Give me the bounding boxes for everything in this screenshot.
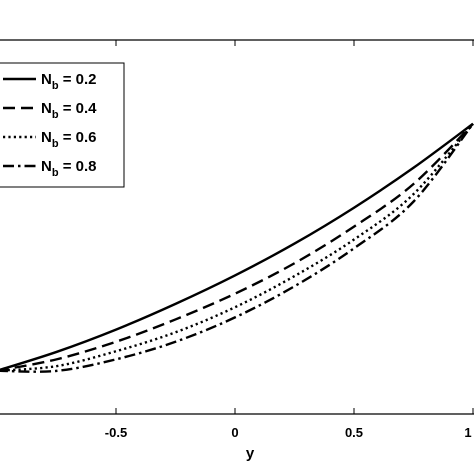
- series-line-2: [0, 122, 474, 372]
- series-line-3: [0, 122, 474, 372]
- legend-label-1: Nb = 0.2: [41, 71, 97, 92]
- x-tick-label: -0.5: [105, 425, 127, 440]
- x-tick-label: 1: [464, 425, 471, 440]
- legend-label-4: Nb = 0.8: [41, 158, 97, 179]
- legend-box: [0, 62, 125, 188]
- legend: Nb = 0.2 Nb = 0.4 Nb = 0.6 Nb = 0.8: [0, 62, 125, 188]
- x-tick-label: 0: [231, 425, 238, 440]
- tick-marks: [115, 40, 474, 414]
- legend-label-2: Nb = 0.4: [41, 100, 97, 121]
- x-axis-title: y: [246, 445, 255, 462]
- series-line-4: [0, 123, 474, 373]
- axes: [0, 39, 474, 415]
- series-lines: [0, 122, 474, 373]
- series-line-1: [0, 122, 474, 372]
- x-tick-label: 0.5: [345, 425, 363, 440]
- x-tick-labels: -0.5 0 0.5 1: [105, 425, 472, 440]
- legend-label-3: Nb = 0.6: [41, 129, 97, 150]
